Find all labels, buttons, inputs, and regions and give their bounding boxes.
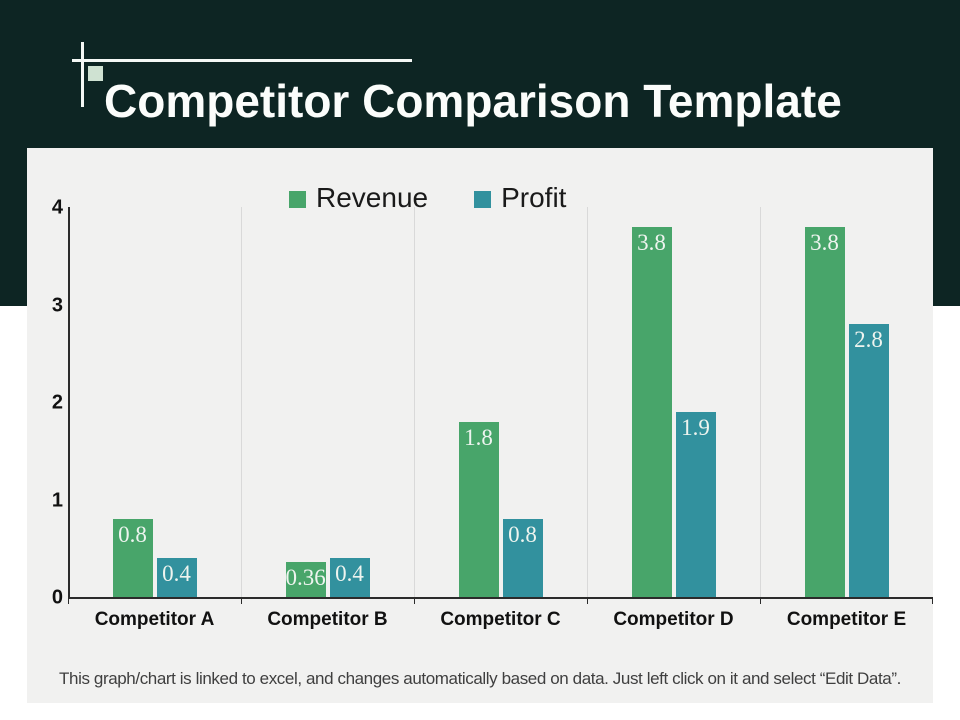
bar-value-label: 0.8 xyxy=(118,522,147,547)
category-label-competitor-a: Competitor A xyxy=(94,609,215,630)
category-label-competitor-c: Competitor C xyxy=(440,609,561,630)
bar-profit-competitor-e[interactable] xyxy=(848,324,889,597)
bar-value-label: 1.8 xyxy=(464,424,493,450)
bar-revenue-competitor-a[interactable] xyxy=(112,519,153,597)
chart-panel[interactable]: Revenue Profit 0 1 2 3 4 0.8 0.4 Competitor A 0.… xyxy=(27,148,933,703)
bar-chart[interactable]: 0 1 2 3 4 0.8 0.4 Competitor A 0.36 0.4 Competitor… xyxy=(27,148,933,630)
bar-value-label: 0.4 xyxy=(162,561,191,586)
y-axis-tick-label: 2 xyxy=(51,391,63,414)
bar-value-label: 3.8 xyxy=(637,229,666,255)
bar-profit-competitor-d[interactable] xyxy=(675,411,716,597)
category-label-competitor-d: Competitor D xyxy=(613,609,734,630)
revenue-swatch-icon xyxy=(289,191,306,208)
y-axis-tick-label: 4 xyxy=(51,196,63,219)
page-title: Competitor Comparison Template xyxy=(104,75,842,127)
category-gridline xyxy=(587,207,588,597)
bar-revenue-competitor-d[interactable] xyxy=(631,226,672,597)
category-gridline xyxy=(760,207,761,597)
bar-profit-competitor-b[interactable] xyxy=(329,558,370,597)
legend-label-revenue: Revenue xyxy=(316,182,429,213)
bar-value-label: 3.8 xyxy=(810,229,839,255)
bar-profit-competitor-c[interactable] xyxy=(502,519,543,597)
bar-profit-competitor-a[interactable] xyxy=(156,558,197,597)
chart-legend: Revenue Profit xyxy=(289,184,566,215)
title-decoration-horizontal-line xyxy=(72,59,412,62)
title-decoration-square xyxy=(88,66,103,81)
category-gridline xyxy=(414,207,415,597)
legend-entry-profit: Profit xyxy=(474,184,566,215)
x-axis-tick xyxy=(68,599,69,604)
bar-value-label: 2.8 xyxy=(854,327,883,352)
bar-revenue-competitor-e[interactable] xyxy=(804,226,845,597)
x-axis-tick xyxy=(932,599,933,604)
profit-swatch-icon xyxy=(474,191,492,208)
edit-data-note: This graph/chart is linked to excel, and… xyxy=(59,669,901,688)
x-axis-tick xyxy=(414,599,415,604)
y-axis-tick-label: 1 xyxy=(51,489,63,511)
category-label-competitor-b: Competitor B xyxy=(267,609,388,630)
category-gridline xyxy=(241,207,242,597)
y-axis-line xyxy=(68,207,70,599)
bar-value-label: 0.4 xyxy=(335,561,364,586)
legend-entry-revenue: Revenue xyxy=(289,184,428,215)
x-axis-tick xyxy=(760,599,761,604)
x-axis-tick xyxy=(241,599,242,604)
x-axis-tick xyxy=(587,599,588,604)
bar-value-label: 0.36 xyxy=(285,564,326,590)
legend-label-profit: Profit xyxy=(501,182,567,213)
bar-value-label: 1.9 xyxy=(681,414,710,440)
bar-value-label: 0.8 xyxy=(508,522,537,547)
title-decoration-vertical-line xyxy=(81,42,84,107)
bar-revenue-competitor-c[interactable] xyxy=(458,421,499,597)
category-label-competitor-e: Competitor E xyxy=(786,609,907,630)
x-axis-line xyxy=(68,597,933,599)
y-axis-tick-label: 3 xyxy=(51,294,63,316)
bar-revenue-competitor-b[interactable] xyxy=(285,561,326,597)
y-axis-tick-label: 0 xyxy=(51,586,63,609)
